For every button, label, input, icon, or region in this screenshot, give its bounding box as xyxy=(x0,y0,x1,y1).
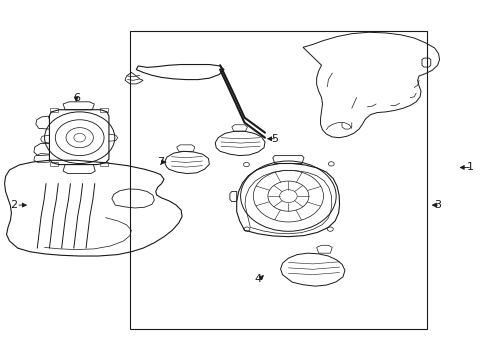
Text: 4: 4 xyxy=(254,274,261,284)
Bar xyxy=(100,162,108,166)
Text: 6: 6 xyxy=(73,93,80,103)
Bar xyxy=(50,162,58,166)
Text: 7: 7 xyxy=(157,157,163,167)
Text: 5: 5 xyxy=(271,134,278,144)
Bar xyxy=(50,108,58,112)
Text: 1: 1 xyxy=(466,162,472,172)
Text: 2: 2 xyxy=(10,200,18,210)
Bar xyxy=(100,108,108,112)
Text: 3: 3 xyxy=(434,200,441,210)
